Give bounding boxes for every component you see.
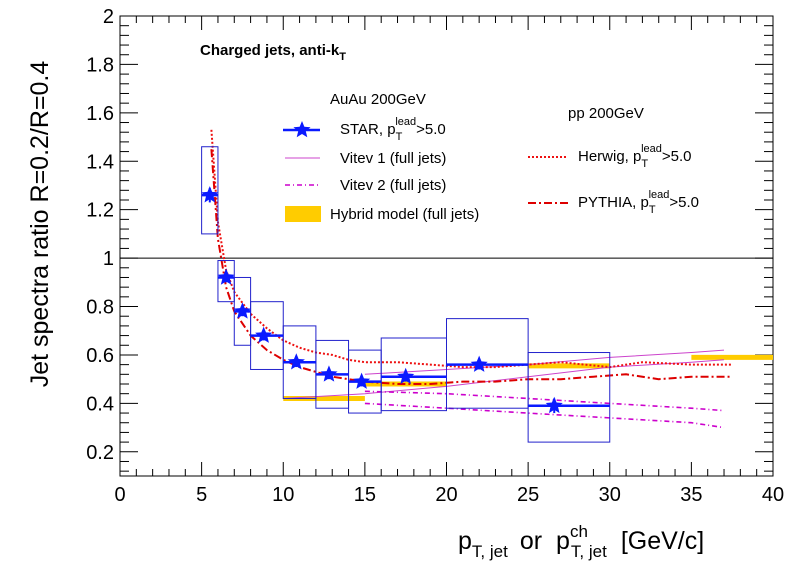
y-axis-label: Jet spectra ratio R=0.2/R=0.4 bbox=[26, 61, 54, 388]
star-point bbox=[217, 268, 235, 285]
legend-pythia-label: PYTHIA, pTlead>5.0 bbox=[578, 189, 699, 216]
legend-star-sup: lead bbox=[395, 116, 416, 128]
x-tick-label: 40 bbox=[762, 484, 784, 506]
y-tick-label: 0.4 bbox=[86, 393, 114, 415]
legend-hybrid-swatch bbox=[285, 206, 321, 222]
star-point bbox=[470, 355, 488, 372]
legend-pythia-sup: lead bbox=[649, 189, 670, 201]
star-sys-box bbox=[527, 352, 611, 443]
x-label-unit: [GeV/c] bbox=[621, 527, 704, 555]
legend-star-sub: T bbox=[396, 131, 403, 143]
star-point bbox=[201, 186, 219, 203]
x-axis-label: pT, jet or pch T, jet [GeV/c] bbox=[458, 522, 704, 561]
y-tick-label: 2 bbox=[103, 6, 114, 28]
star-point bbox=[353, 372, 371, 389]
legend-pythia-text: PYTHIA, p bbox=[578, 194, 649, 211]
star-sys-box bbox=[201, 146, 219, 235]
star-sys-box bbox=[380, 337, 448, 412]
legend-star-text: STAR, p bbox=[340, 121, 396, 138]
star-point bbox=[287, 353, 305, 370]
x-tick-label: 5 bbox=[196, 484, 207, 506]
star-point bbox=[397, 367, 415, 385]
chart-title-main: Charged jets, anti-k bbox=[200, 42, 340, 59]
x-label-sup2: ch bbox=[570, 522, 588, 541]
star-point bbox=[255, 326, 273, 343]
legend-vitev2-label: Vitev 2 (full jets) bbox=[340, 177, 446, 194]
y-tick-label: 0.2 bbox=[86, 442, 114, 464]
star-point bbox=[320, 365, 338, 382]
x-tick-label: 0 bbox=[114, 484, 125, 506]
vitev1-series bbox=[283, 349, 725, 399]
legend-group1-title: AuAu 200GeV bbox=[330, 91, 426, 108]
y-tick-label: 1.2 bbox=[86, 200, 114, 222]
star-point bbox=[545, 396, 563, 414]
herwig-line bbox=[210, 129, 733, 369]
vitev2-series bbox=[364, 390, 725, 429]
y-tick-label: 1.8 bbox=[86, 54, 114, 76]
series-layer bbox=[201, 129, 773, 443]
legend-herwig-text: Herwig, p bbox=[578, 148, 641, 165]
x-tick-label: 30 bbox=[599, 484, 621, 506]
vitev1-upper-line bbox=[364, 349, 725, 375]
legend-star-suffix: >5.0 bbox=[416, 121, 446, 138]
legend-herwig-sup: lead bbox=[641, 143, 662, 155]
legend-herwig-label: Herwig, pTlead>5.0 bbox=[578, 143, 692, 170]
star-point bbox=[233, 302, 251, 319]
x-label-sub2: T, jet bbox=[571, 542, 607, 561]
chart-title-sub: T bbox=[339, 51, 346, 63]
legend-pythia-sub: T bbox=[649, 204, 656, 216]
x-tick-label: 35 bbox=[680, 484, 702, 506]
x-tick-label: 25 bbox=[517, 484, 539, 506]
x-tick-label: 20 bbox=[435, 484, 457, 506]
legend-group2-title: pp 200GeV bbox=[568, 105, 644, 122]
axis-ticks: 0 5 10 15 20 25 30 35 40 0.2 0.4 0.6 0.8 1 1.2 1.4 1.6 1.… bbox=[86, 6, 784, 506]
legend-pythia-suffix: >5.0 bbox=[669, 194, 699, 211]
pythia-series bbox=[210, 149, 733, 385]
x-label-or: or bbox=[520, 527, 542, 555]
legend-vitev1-label: Vitev 1 (full jets) bbox=[340, 150, 446, 167]
legend: AuAu 200GeV pp 200GeV STAR, pTlead>5.0 V… bbox=[283, 91, 699, 223]
legend-star-label: STAR, pTlead>5.0 bbox=[340, 116, 446, 143]
x-tick-label: 10 bbox=[272, 484, 294, 506]
x-tick-label: 15 bbox=[354, 484, 376, 506]
legend-herwig-suffix: >5.0 bbox=[662, 148, 692, 165]
vitev2-upper-line bbox=[364, 390, 725, 412]
herwig-series bbox=[210, 129, 733, 369]
star-series bbox=[201, 146, 611, 443]
y-tick-label: 0.8 bbox=[86, 297, 114, 319]
legend-hybrid-label: Hybrid model (full jets) bbox=[330, 206, 479, 223]
pythia-line bbox=[210, 149, 733, 385]
y-tick-label: 1 bbox=[103, 248, 114, 270]
x-label-sub1: T, jet bbox=[472, 542, 508, 561]
x-label-p1: p bbox=[458, 527, 472, 555]
x-label-p2: p bbox=[556, 527, 570, 555]
legend-star-marker bbox=[293, 121, 311, 138]
y-tick-label: 1.4 bbox=[86, 151, 114, 173]
chart-title: Charged jets, anti-kT bbox=[200, 42, 346, 63]
vitev2-lower-line bbox=[364, 402, 725, 429]
y-tick-label: 1.6 bbox=[86, 103, 114, 125]
legend-herwig-sub: T bbox=[641, 158, 648, 170]
y-tick-label: 0.6 bbox=[86, 345, 114, 367]
